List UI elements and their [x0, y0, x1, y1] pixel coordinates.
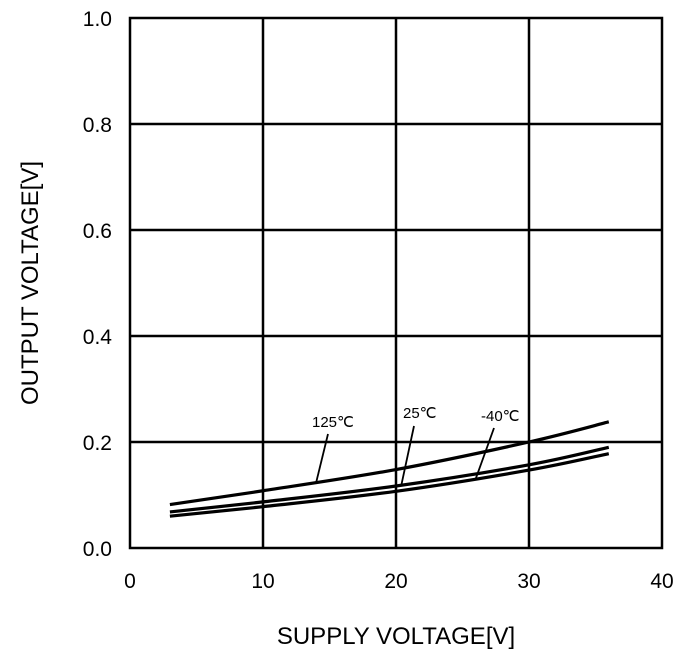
- annotation-leader: [315, 433, 329, 483]
- plot-frame: [128, 16, 664, 550]
- series-line-2: [169, 452, 610, 518]
- y-tick-label: 0.4: [83, 326, 113, 349]
- ticks: 0 10 20 30 40 0.0 0.2 0.4 0.6 0.8 1.0: [83, 8, 674, 593]
- x-tick-label: 10: [251, 570, 274, 593]
- series-line-0: [169, 420, 610, 507]
- annotation-leader: [400, 425, 415, 486]
- y-tick-label: 1.0: [83, 8, 112, 31]
- series-line-1: [169, 445, 610, 514]
- y-tick-label: 0.2: [83, 432, 112, 455]
- annotation-label: 125℃: [312, 414, 354, 431]
- annotation-leader: [474, 427, 495, 479]
- annotation-label: 25℃: [403, 405, 437, 422]
- y-tick-label: 0.8: [83, 114, 112, 137]
- x-tick-label: 20: [384, 570, 407, 593]
- x-tick-label: 40: [650, 570, 673, 593]
- annotation-label: -40℃: [481, 408, 520, 425]
- x-tick-label: 0: [124, 570, 136, 593]
- series-lines: [169, 420, 610, 518]
- y-tick-label: 0.0: [83, 538, 112, 561]
- x-axis-title: SUPPLY VOLTAGE[V]: [277, 623, 515, 650]
- grid: [130, 18, 662, 548]
- y-tick-label: 0.6: [83, 220, 112, 243]
- annotations: 125℃ 25℃ -40℃: [312, 405, 520, 486]
- y-axis-title: OUTPUT VOLTAGE[V]: [17, 161, 44, 405]
- x-tick-label: 30: [517, 570, 540, 593]
